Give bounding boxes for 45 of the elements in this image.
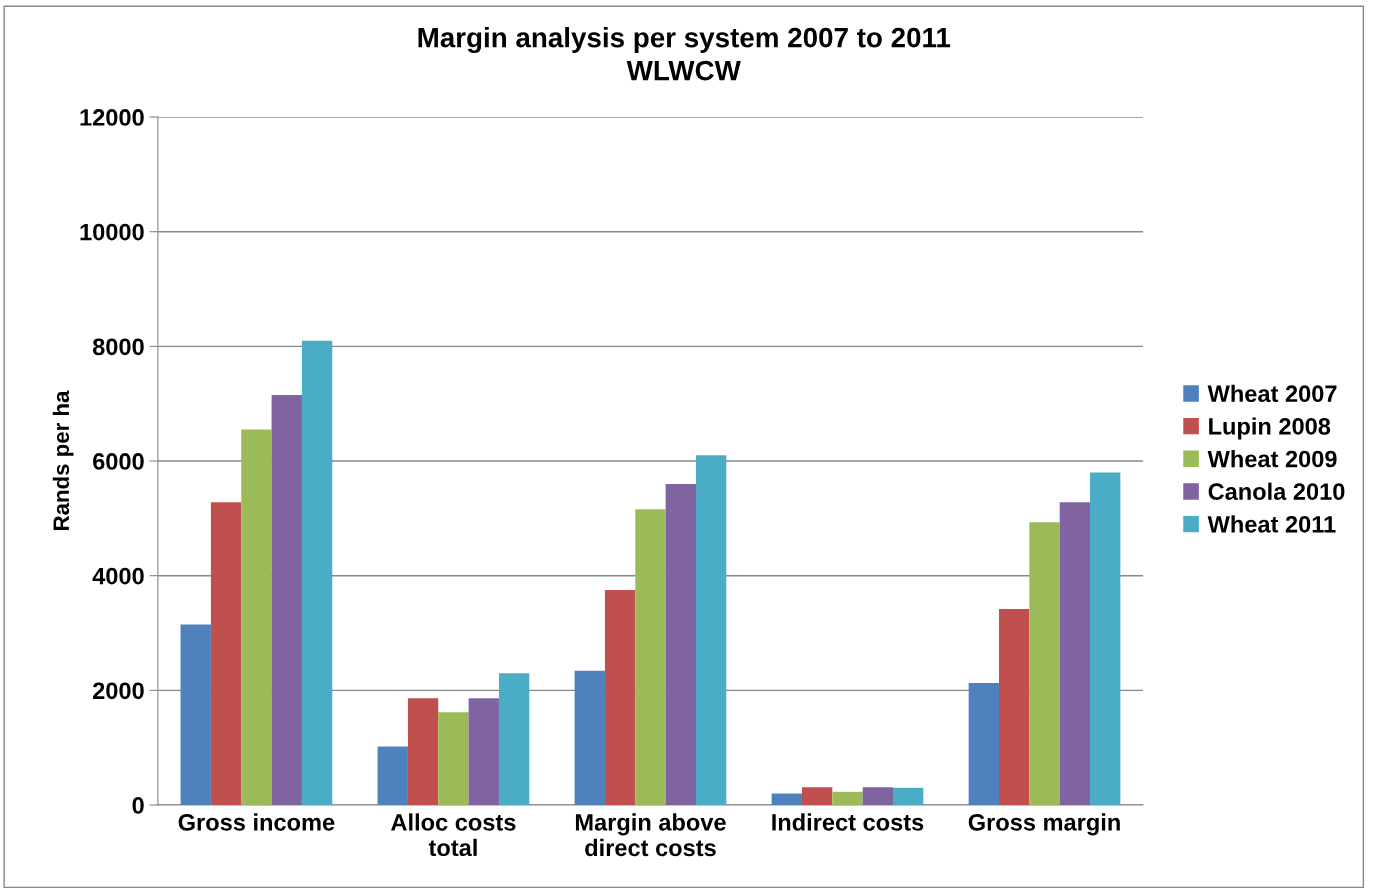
legend-label: Lupin 2008 [1209,417,1331,440]
y-tick-label: 2000 [93,682,144,700]
x-tick-label: Margin above direct costs [575,813,726,857]
bar [968,682,999,805]
x-tick-label: Gross margin [968,813,1120,836]
legend-label: Canola 2010 [1208,482,1345,500]
legend-label: Wheat 2009 [1207,450,1337,468]
y-axis-title: Rands per ha [52,390,74,530]
bar [377,746,408,805]
bar [574,670,605,805]
x-tick-label: Indirect costs [772,813,924,831]
bar [771,793,802,805]
bar [438,712,469,805]
y-tick-label: 0 [132,797,144,814]
y-tick-label: 12000 [80,109,144,126]
bar [862,787,893,805]
chart-subtitle: WLWCW [626,60,741,81]
bar [1029,522,1060,805]
y-tick-label: 8000 [92,338,144,356]
bar [1059,502,1091,805]
x-tick-label: Gross income [178,813,335,831]
legend-label: Wheat 2011 [1207,515,1336,533]
y-tick-label: 10000 [80,223,144,241]
x-tick-label: Alloc costs total [391,813,516,857]
legend-label: Wheat 2007 [1207,384,1337,403]
bar [695,455,727,805]
y-tick-label: 4000 [92,567,144,585]
chart-title: Margin analysis per system 2007 to 2011 [418,27,951,54]
bar [301,340,333,805]
bar [801,787,833,805]
bar [604,590,636,805]
y-tick-label: 6000 [93,453,144,470]
bar [241,429,272,805]
bar [468,698,499,805]
bar [1090,472,1121,805]
bar [832,791,863,805]
bar [893,787,924,805]
bar [635,509,666,805]
bar [498,673,530,805]
bar [271,395,302,805]
bar [999,608,1030,805]
bar [210,502,242,805]
bar [665,483,696,805]
bar [180,624,211,805]
bar [407,698,439,805]
